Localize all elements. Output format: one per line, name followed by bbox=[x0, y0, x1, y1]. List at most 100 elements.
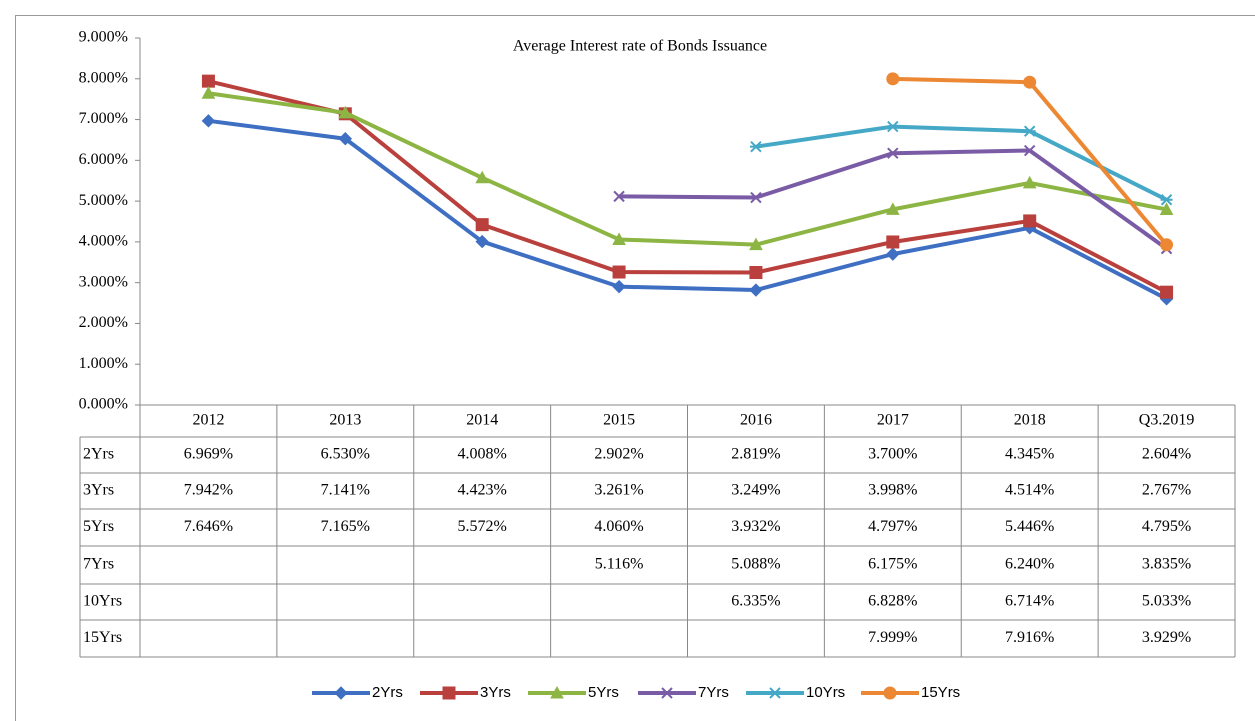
y-tick-label: 0.000% bbox=[79, 396, 128, 413]
data-point bbox=[1023, 214, 1037, 228]
data-point bbox=[1022, 175, 1037, 189]
y-tick-label: 7.000% bbox=[79, 110, 128, 127]
data-point bbox=[750, 191, 762, 204]
legend-label: 7Yrs bbox=[698, 684, 729, 701]
table-cell: 7.916% bbox=[1005, 629, 1054, 646]
table-row-label: 3Yrs bbox=[83, 482, 114, 499]
data-point bbox=[201, 114, 216, 128]
data-point bbox=[886, 247, 900, 261]
data-point bbox=[886, 120, 899, 133]
table-cell: 3.835% bbox=[1142, 556, 1191, 573]
data-point bbox=[886, 235, 900, 249]
data-point bbox=[201, 86, 216, 99]
y-tick-label: 9.000% bbox=[79, 29, 128, 46]
legend-marker bbox=[442, 686, 456, 700]
table-cell: 7.999% bbox=[868, 629, 917, 646]
table-row-label: 10Yrs bbox=[83, 593, 122, 610]
table-cell: 5.033% bbox=[1142, 593, 1191, 610]
table-cell: 2.767% bbox=[1142, 482, 1191, 499]
y-tick-label: 8.000% bbox=[79, 69, 128, 86]
data-point bbox=[1023, 144, 1036, 157]
data-point bbox=[201, 74, 215, 88]
table-cell: 6.530% bbox=[321, 446, 370, 463]
data-point bbox=[612, 265, 626, 279]
data-point bbox=[612, 279, 626, 294]
table-cell: 4.060% bbox=[594, 518, 643, 535]
data-point bbox=[885, 202, 900, 215]
table-cell: 5.446% bbox=[1005, 518, 1054, 535]
data-point bbox=[1159, 202, 1174, 215]
data-point bbox=[1023, 125, 1036, 137]
data-point bbox=[475, 234, 489, 249]
y-tick-label: 5.000% bbox=[79, 192, 128, 209]
table-cell: 2.604% bbox=[1142, 446, 1191, 463]
table-cell: 6.714% bbox=[1005, 593, 1054, 610]
y-tick-label: 1.000% bbox=[79, 355, 128, 372]
legend-marker bbox=[550, 685, 564, 699]
table-cell: 2.902% bbox=[594, 446, 643, 463]
data-point bbox=[1160, 285, 1174, 299]
table-cell: 3.929% bbox=[1142, 629, 1191, 646]
x-tick-label: 2018 bbox=[1014, 412, 1046, 429]
data-point bbox=[612, 232, 626, 245]
table-cell: 4.345% bbox=[1005, 446, 1054, 463]
data-point bbox=[338, 132, 353, 146]
table-cell: 6.175% bbox=[868, 556, 917, 573]
series-line bbox=[207, 79, 1168, 294]
legend-label: 3Yrs bbox=[480, 684, 511, 701]
chart-title: Average Interest rate of Bonds Issuance bbox=[513, 38, 767, 55]
legend-marker bbox=[769, 687, 781, 699]
table-cell: 4.795% bbox=[1142, 518, 1191, 535]
table-cell: 3.249% bbox=[731, 482, 780, 499]
legend-label: 15Yrs bbox=[921, 684, 960, 701]
table-cell: 5.116% bbox=[595, 556, 644, 573]
data-point bbox=[338, 105, 353, 119]
table-cell: 4.514% bbox=[1005, 482, 1054, 499]
legend-label: 5Yrs bbox=[588, 684, 619, 701]
y-tick-label: 3.000% bbox=[79, 273, 128, 290]
table-cell: 6.335% bbox=[731, 593, 780, 610]
table-cell: 7.646% bbox=[184, 518, 233, 535]
table-cell: 6.969% bbox=[184, 446, 233, 463]
table-cell: 3.261% bbox=[594, 482, 643, 499]
table-cell: 3.932% bbox=[731, 518, 780, 535]
data-point bbox=[749, 237, 763, 251]
legend-marker bbox=[661, 687, 673, 699]
data-point bbox=[749, 140, 762, 153]
table-cell: 4.423% bbox=[458, 482, 507, 499]
legend-marker bbox=[334, 686, 348, 700]
table-cell: 6.240% bbox=[1005, 556, 1054, 573]
table-cell: 7.141% bbox=[321, 482, 370, 499]
data-point bbox=[886, 72, 900, 86]
data-point bbox=[613, 190, 625, 203]
x-tick-label: 2013 bbox=[329, 412, 361, 429]
y-tick-label: 6.000% bbox=[79, 151, 128, 168]
data-point bbox=[1023, 75, 1037, 89]
series-line bbox=[208, 91, 1167, 247]
data-point bbox=[475, 170, 490, 184]
table-row-label: 2Yrs bbox=[83, 446, 114, 463]
table-cell: 5.088% bbox=[731, 556, 780, 573]
series-line bbox=[755, 124, 1168, 202]
legend-label: 10Yrs bbox=[806, 684, 845, 701]
data-point bbox=[1160, 238, 1174, 252]
x-tick-label: 2014 bbox=[466, 412, 498, 429]
y-tick-label: 4.000% bbox=[79, 233, 128, 250]
table-row-label: 7Yrs bbox=[83, 556, 114, 573]
series-line bbox=[619, 148, 1168, 251]
table-row-label: 15Yrs bbox=[83, 629, 122, 646]
table-cell: 2.819% bbox=[731, 446, 780, 463]
x-tick-label: Q3.2019 bbox=[1139, 412, 1195, 429]
table-cell: 3.700% bbox=[868, 446, 917, 463]
data-point bbox=[887, 147, 899, 159]
x-tick-label: 2012 bbox=[192, 412, 224, 429]
table-cell: 5.572% bbox=[458, 518, 507, 535]
data-point bbox=[475, 218, 489, 232]
table-row-label: 5Yrs bbox=[83, 518, 114, 535]
x-tick-label: 2017 bbox=[877, 412, 909, 429]
data-point bbox=[749, 266, 763, 280]
table-cell: 4.008% bbox=[458, 446, 507, 463]
table-cell: 7.165% bbox=[321, 518, 370, 535]
table-cell: 7.942% bbox=[184, 482, 233, 499]
